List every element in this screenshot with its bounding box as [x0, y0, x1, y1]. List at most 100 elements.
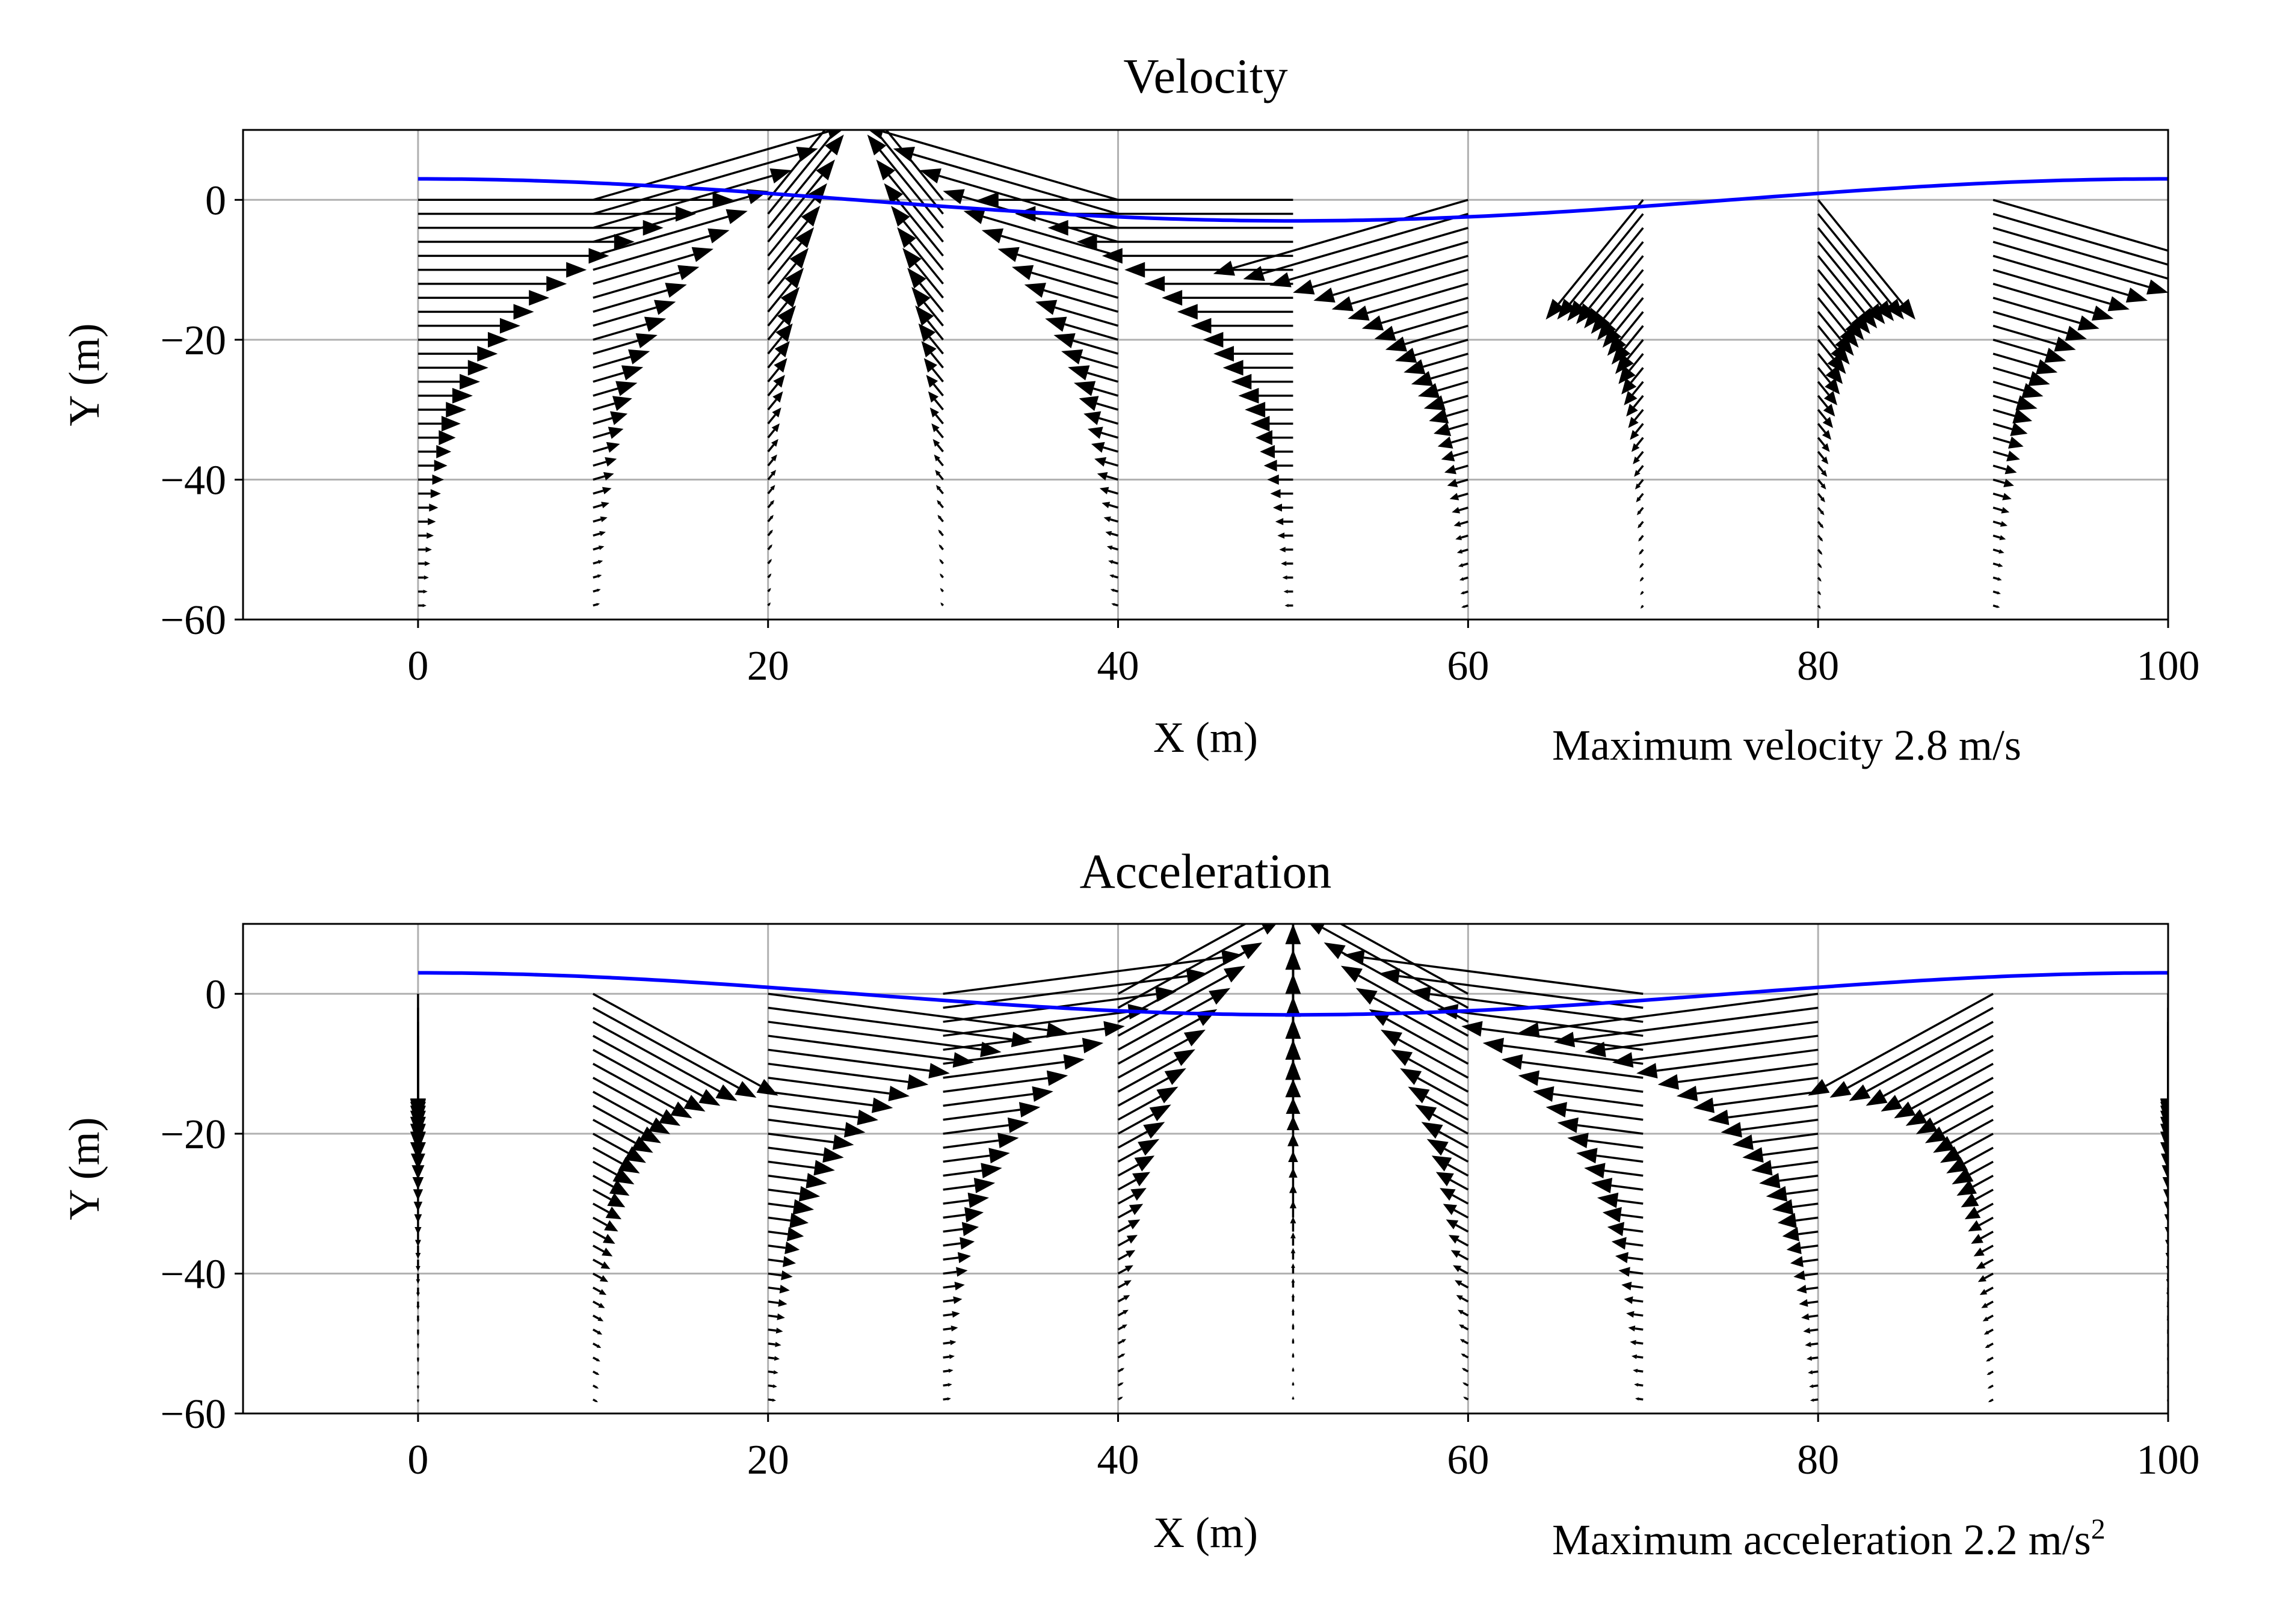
vector-arrow: [1635, 479, 1644, 490]
vector-arrow: [1091, 441, 1119, 453]
vector-arrow: [1011, 265, 1119, 299]
vector-arrow: [1567, 227, 1644, 321]
vector-arrow: [1117, 1235, 1138, 1247]
vector-arrow: [2168, 416, 2211, 431]
vector-arrow: [1117, 1397, 1123, 1401]
vector-arrow: [1742, 1146, 1819, 1163]
vector-arrow: [593, 381, 638, 397]
vector-arrow: [2168, 532, 2184, 538]
acceleration-panel: 0 20 40 60 80 100 0 −20 −40 −60 Acceleration X (m…: [60, 844, 2200, 1564]
vector-arrow: [1915, 1090, 1994, 1134]
vector-arrow: [418, 603, 427, 607]
vector-arrow: [1982, 1314, 1994, 1321]
vector-arrow: [1612, 1035, 1819, 1068]
vector-arrow: [2168, 262, 2274, 278]
vector-arrow: [1421, 1122, 1469, 1149]
vector-arrow: [593, 189, 768, 243]
vector-arrow: [767, 485, 775, 494]
vector-arrow: [1117, 1309, 1129, 1317]
vector-arrow: [1817, 423, 1832, 440]
vector-arrow: [767, 268, 804, 313]
vector-arrow: [1177, 304, 1293, 320]
vector-arrow: [1633, 1368, 1644, 1373]
vector-arrow: [931, 423, 944, 438]
vector-arrow: [2168, 290, 2274, 306]
vector-arrow: [593, 316, 667, 341]
vector-arrow: [767, 286, 800, 327]
vector-arrow: [417, 1385, 419, 1389]
vector-arrow: [1117, 965, 1246, 1037]
vector-arrow: [1615, 1252, 1644, 1264]
acceleration-y-axis-label: Y (m): [60, 1117, 108, 1220]
vector-arrow: [767, 423, 780, 438]
vector-arrow: [592, 1021, 738, 1101]
vector-arrow: [592, 1035, 721, 1106]
vector-arrow: [1267, 474, 1293, 485]
vector-arrow: [1894, 1063, 1994, 1119]
vector-arrow: [592, 1287, 607, 1295]
vector-arrow: [1047, 220, 1293, 236]
vector-arrow: [414, 1231, 421, 1247]
vector-arrow: [1292, 1396, 1295, 1400]
vector-arrow: [1087, 426, 1119, 439]
vector-arrow: [943, 1383, 952, 1387]
vector-arrow: [593, 426, 624, 439]
vector-arrow: [1117, 1068, 1186, 1107]
vector-arrow: [592, 1314, 604, 1321]
vector-arrow: [1441, 451, 1468, 461]
vector-arrow: [1450, 1250, 1469, 1261]
vector-arrow: [1786, 1241, 1819, 1255]
vector-arrow: [1591, 1178, 1644, 1193]
vector-arrow: [768, 1048, 950, 1079]
vector-arrow: [1279, 547, 1293, 553]
vector-arrow: [593, 472, 614, 481]
x-tick-label: 60: [1447, 1437, 1489, 1483]
vector-arrow: [891, 206, 944, 271]
vector-arrow: [2161, 1133, 2168, 1170]
vector-arrow: [1453, 520, 1468, 527]
vector-arrow: [1817, 353, 1843, 384]
vector-arrow: [1255, 430, 1293, 446]
vector-arrow: [592, 1202, 622, 1220]
vector-arrow: [1676, 1077, 1819, 1101]
vector-arrow: [1817, 395, 1835, 417]
vector-arrow: [1117, 1204, 1144, 1219]
vector-arrow: [943, 1339, 957, 1346]
vector-arrow: [1988, 1398, 1994, 1403]
vector-arrow: [1817, 451, 1829, 464]
vector-arrow: [416, 1315, 420, 1323]
vector-arrow: [414, 1217, 422, 1235]
vector-arrow: [1986, 1356, 1994, 1362]
vector-arrow: [943, 1178, 996, 1193]
vector-arrow: [1293, 241, 1468, 295]
vector-arrow: [1615, 339, 1644, 374]
vector-arrow: [1452, 506, 1468, 514]
vector-arrow: [418, 360, 488, 376]
vector-arrow: [1391, 1049, 1469, 1093]
vector-arrow: [1457, 1309, 1469, 1317]
vector-arrow: [592, 1384, 599, 1389]
vector-arrow: [1117, 1122, 1165, 1149]
vector-arrow: [418, 374, 481, 390]
vector-arrow: [2168, 475, 2194, 485]
vector-arrow: [592, 1146, 640, 1173]
vector-arrow: [1992, 604, 2000, 608]
vector-arrow: [1117, 1139, 1160, 1163]
vector-arrow: [767, 391, 783, 411]
vector-arrow: [893, 146, 1119, 215]
vector-arrow: [1981, 1300, 1994, 1308]
acceleration-arrows: [410, 924, 2168, 1403]
vector-arrow: [1099, 487, 1119, 495]
vector-arrow: [592, 1244, 613, 1256]
vector-arrow: [1282, 575, 1293, 580]
vector-arrow: [1117, 1295, 1130, 1303]
vector-arrow: [928, 391, 944, 411]
vector-arrow: [1281, 561, 1293, 567]
vector-arrow: [873, 130, 944, 215]
acceleration-max-annotation: Maximum acceleration 2.2 m/s2: [1552, 1513, 2106, 1564]
vector-arrow: [1817, 465, 1828, 477]
vector-arrow: [1103, 516, 1119, 523]
x-tick-label: 40: [1097, 643, 1139, 689]
vector-arrow: [768, 1341, 781, 1347]
vector-arrow: [768, 1398, 776, 1402]
